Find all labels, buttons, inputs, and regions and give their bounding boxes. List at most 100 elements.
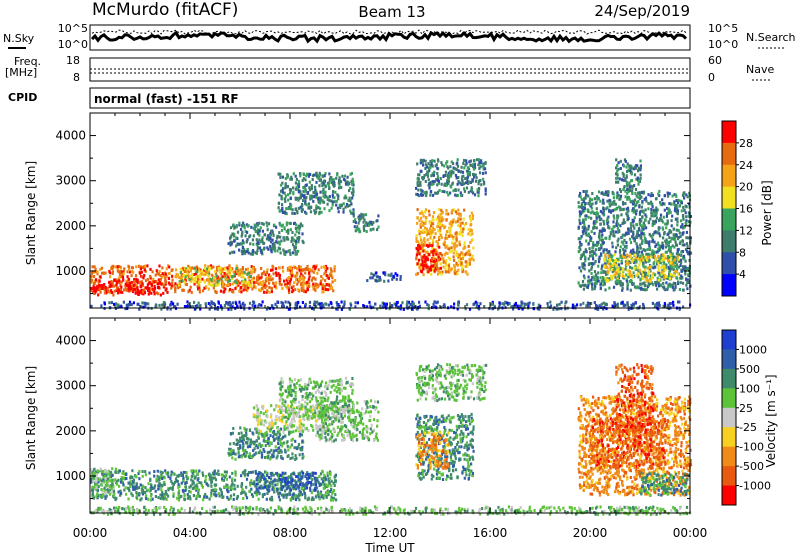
echo-cell — [197, 488, 200, 492]
echo-cell — [296, 210, 299, 213]
echo-cell — [240, 491, 243, 495]
echo-cell — [253, 270, 256, 274]
echo-cell — [91, 270, 94, 274]
echo-cell — [607, 224, 610, 228]
echo-cell — [356, 225, 359, 229]
echo-cell — [299, 305, 302, 309]
echo-cell — [591, 287, 594, 291]
echo-cell — [538, 307, 541, 311]
echo-cell — [421, 220, 424, 224]
echo-cell — [450, 305, 453, 309]
echo-cell — [104, 288, 108, 292]
echo-cell — [314, 277, 317, 281]
echo-cell — [460, 165, 463, 169]
echo-cell — [588, 281, 591, 285]
echo-cell — [605, 193, 609, 197]
echo-cell — [491, 300, 494, 304]
echo-cell — [583, 209, 586, 213]
echo-cell — [112, 293, 115, 297]
echo-cell — [136, 302, 139, 306]
echo-cell — [211, 273, 214, 277]
echo-cell — [210, 488, 213, 492]
echo-cell — [163, 301, 166, 304]
echo-cell — [584, 190, 587, 194]
echo-cell — [157, 272, 160, 276]
echo-cell — [556, 303, 559, 307]
echo-cell — [625, 241, 628, 245]
echo-cell — [417, 258, 421, 262]
echo-cell — [671, 285, 674, 289]
echo-cell — [213, 307, 217, 311]
echo-cell — [680, 261, 683, 265]
echo-cell — [293, 274, 296, 278]
echo-cell — [365, 221, 368, 225]
echo-cell — [582, 228, 585, 232]
echo-cell — [633, 165, 636, 169]
echo-cell — [634, 188, 638, 191]
echo-cell — [665, 226, 668, 230]
echo-cell — [667, 244, 670, 248]
echo-cell — [471, 214, 475, 218]
echo-cell — [315, 480, 318, 484]
echo-cell — [117, 303, 120, 307]
echo-cell — [297, 300, 300, 304]
echo-cell — [618, 279, 621, 283]
echo-cell — [422, 229, 425, 233]
echo-cell — [441, 211, 444, 214]
echo-cell — [176, 283, 179, 287]
echo-cell — [258, 221, 261, 225]
echo-cell — [257, 274, 260, 278]
echo-cell — [316, 300, 319, 304]
echo-cell — [242, 288, 245, 292]
echo-cell — [620, 178, 623, 182]
echo-cell — [457, 223, 460, 227]
echo-cell — [609, 264, 612, 268]
echo-cell — [281, 203, 284, 207]
echo-cell — [186, 304, 190, 308]
echo-cell — [596, 242, 599, 246]
echo-cell — [242, 301, 245, 305]
echo-cell — [323, 272, 326, 276]
echo-cell — [348, 196, 351, 200]
echo-cell — [436, 225, 439, 229]
echo-cell — [159, 497, 162, 500]
echo-cell — [302, 278, 305, 282]
echo-cell — [189, 266, 192, 270]
echo-cell — [283, 238, 286, 242]
echo-cell — [226, 266, 229, 270]
echo-cell — [590, 278, 593, 282]
echo-cell — [506, 301, 509, 305]
echo-cell — [259, 276, 262, 280]
echo-cell — [472, 175, 476, 179]
echo-cell — [586, 304, 589, 308]
echo-cell — [681, 239, 684, 243]
echo-cell — [279, 251, 282, 255]
echo-cell — [376, 219, 379, 223]
echo-cell — [587, 224, 590, 228]
echo-cell — [657, 241, 660, 245]
echo-cell — [97, 285, 100, 289]
echo-cell — [616, 304, 619, 308]
echo-cell — [212, 488, 215, 492]
echo-cell — [581, 283, 584, 287]
echo-cell — [657, 228, 660, 232]
echo-cell — [254, 251, 257, 255]
echo-cell — [426, 238, 429, 242]
echo-cell — [220, 272, 223, 276]
echo-cell — [158, 303, 161, 307]
echo-cell — [437, 258, 440, 262]
echo-cell — [676, 207, 679, 211]
echo-cell — [90, 286, 93, 290]
echo-cell — [319, 472, 323, 476]
echo-cell — [289, 222, 292, 225]
echo-cell — [624, 220, 627, 224]
echo-cell — [282, 269, 285, 273]
echo-cell — [405, 303, 408, 307]
echo-cell — [230, 242, 233, 246]
freq-label-2: [MHz] — [5, 66, 37, 79]
echo-cell — [436, 191, 439, 195]
echo-cell — [229, 496, 232, 500]
echo-cell — [93, 265, 96, 269]
echo-cell — [671, 252, 674, 256]
echo-cell — [643, 218, 647, 222]
